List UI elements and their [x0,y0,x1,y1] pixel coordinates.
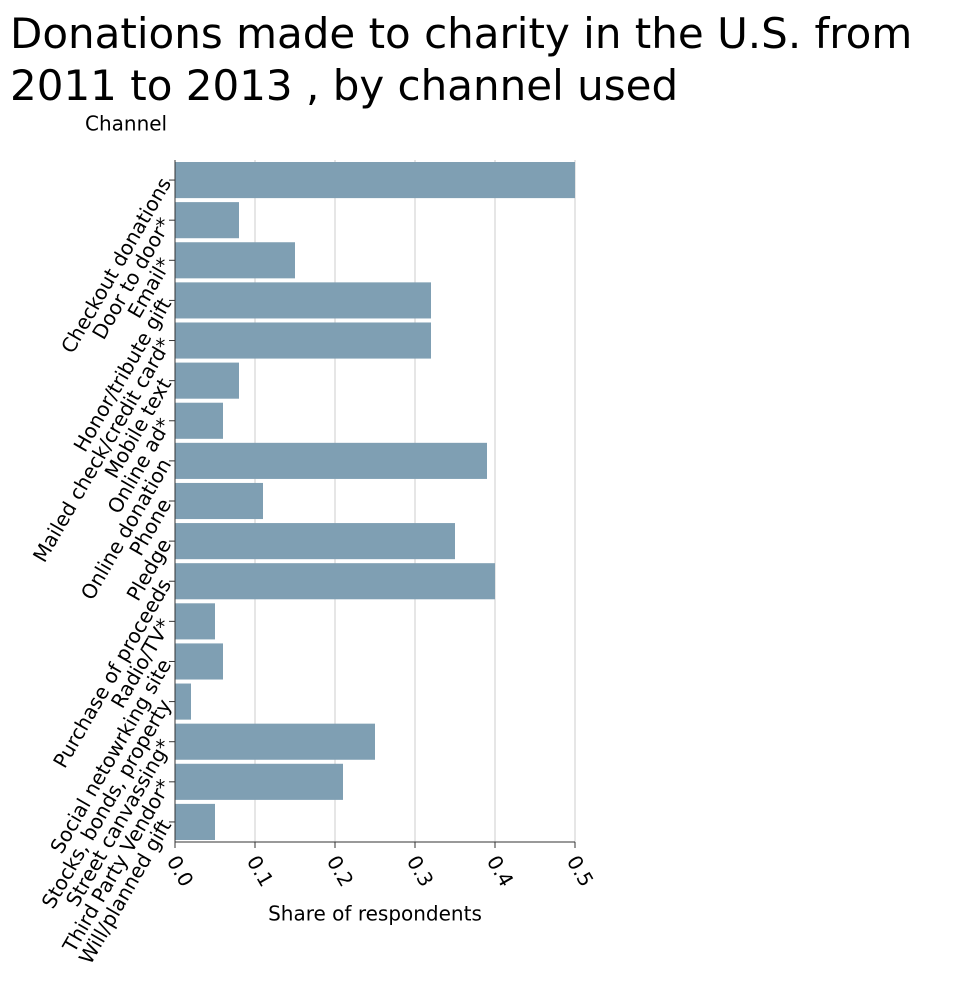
bar [175,763,343,800]
bar [175,563,495,600]
bar [175,242,295,279]
bar [175,202,239,239]
x-tick-label: 0.2 [322,851,359,891]
bar [175,683,191,720]
x-tick-label: 0.3 [402,851,439,891]
bar [175,282,431,319]
bar [175,322,431,359]
bar [175,162,575,199]
x-tick-label: 0.4 [482,851,519,891]
x-tick-label: 0.5 [562,851,599,891]
bar [175,803,215,840]
x-tick-label: 0.0 [162,851,199,891]
bar [175,643,223,680]
bar [175,523,455,560]
x-axis-label: Share of respondents [268,902,482,926]
bar [175,362,239,399]
chart-title: Donations made to charity in the U.S. fr… [10,9,913,110]
bar [175,723,375,760]
bar [175,442,487,479]
y-axis-label: Channel [85,112,167,136]
x-tick-label: 0.1 [242,851,279,891]
bar [175,603,215,640]
bar [175,482,263,520]
bar [175,402,223,439]
